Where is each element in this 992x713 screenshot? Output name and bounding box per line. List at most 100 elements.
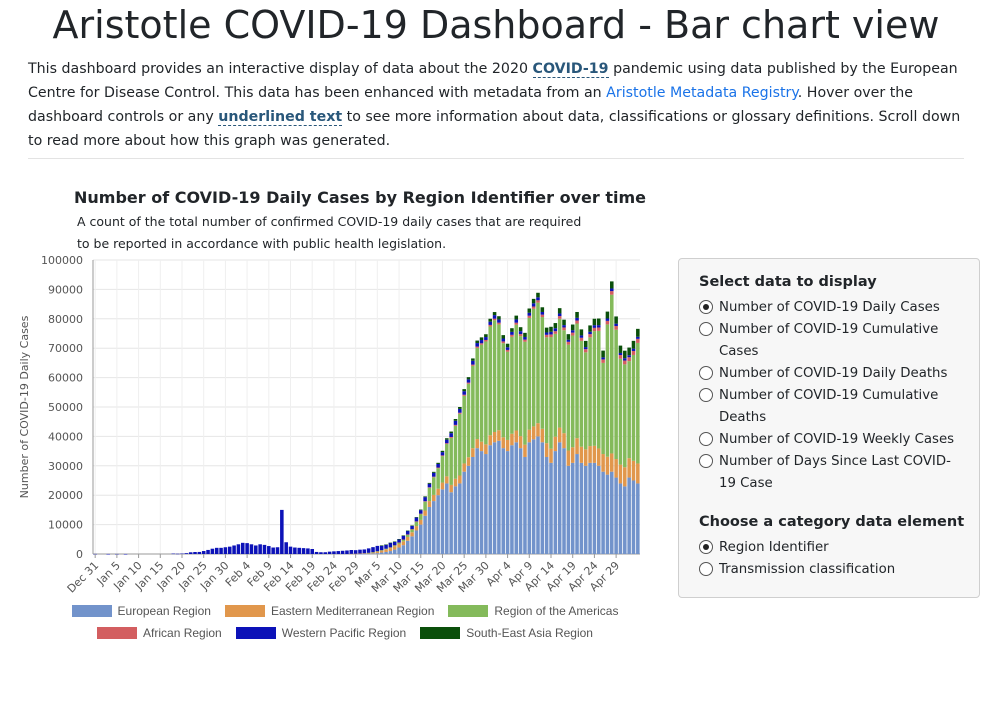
bar-segment-african-region[interactable] <box>557 316 562 319</box>
bar-segment-western-pacific-region[interactable] <box>362 549 367 554</box>
bar-segment-south-east-asia-region[interactable] <box>449 431 453 434</box>
bar-segment-region-of-the-americas[interactable] <box>592 331 597 446</box>
data-option[interactable]: Number of Days Since Last COVID-19 Case <box>699 451 965 495</box>
bar-segment-western-pacific-region[interactable] <box>210 548 215 554</box>
bar-segment-european-region[interactable] <box>514 442 519 554</box>
bar-segment-western-pacific-region[interactable] <box>440 452 445 456</box>
bar-segment-african-region[interactable] <box>518 334 523 337</box>
bar-segment-european-region[interactable] <box>610 471 614 554</box>
bar-segment-south-east-asia-region[interactable] <box>531 298 536 304</box>
bar-segment-south-east-asia-region[interactable] <box>596 318 601 326</box>
bar-segment-western-pacific-region[interactable] <box>579 335 584 338</box>
bar-segment-western-pacific-region[interactable] <box>275 547 280 554</box>
bar-segment-african-region[interactable] <box>484 339 488 342</box>
bar-segment-western-pacific-region[interactable] <box>423 497 427 502</box>
bar-segment-western-pacific-region[interactable] <box>271 547 275 554</box>
bar-segment-western-pacific-region[interactable] <box>553 328 558 332</box>
bar-segment-region-of-the-americas[interactable] <box>527 317 532 430</box>
bar-segment-south-east-asia-region[interactable] <box>501 335 506 339</box>
bar-segment-african-region[interactable] <box>501 341 506 344</box>
bar-segment-region-of-the-americas[interactable] <box>618 358 623 465</box>
bar-segment-western-pacific-region[interactable] <box>267 546 271 554</box>
bar-segment-region-of-the-americas[interactable] <box>531 308 536 427</box>
bar-segment-european-region[interactable] <box>358 553 362 555</box>
bar-segment-western-pacific-region[interactable] <box>288 546 293 554</box>
bar-segment-western-pacific-region[interactable] <box>575 317 579 321</box>
bar-segment-eastern-mediterranean-region[interactable] <box>631 460 636 481</box>
bar-segment-western-pacific-region[interactable] <box>375 545 380 552</box>
bar-segment-region-of-the-americas[interactable] <box>605 324 610 457</box>
bar-segment-european-region[interactable] <box>436 495 440 554</box>
bar-chart[interactable]: 0 10000 20000 30000 40000 50000 60000 70000 8000… <box>0 250 660 602</box>
radio-button[interactable] <box>699 322 713 336</box>
bar-segment-region-of-the-americas[interactable] <box>501 343 506 438</box>
bar-segment-eastern-mediterranean-region[interactable] <box>575 438 579 455</box>
bar-segment-eastern-mediterranean-region[interactable] <box>579 446 584 463</box>
bar-segment-region-of-the-americas[interactable] <box>631 354 636 461</box>
bar-segment-european-region[interactable] <box>492 442 497 554</box>
bar-segment-region-of-the-americas[interactable] <box>479 344 484 442</box>
bar-segment-western-pacific-region[interactable] <box>193 552 197 554</box>
bar-segment-western-pacific-region[interactable] <box>223 547 228 554</box>
legend-item[interactable]: Western Pacific Region <box>235 626 406 640</box>
bar-segment-eastern-mediterranean-region[interactable] <box>514 430 519 443</box>
bar-segment-south-east-asia-region[interactable] <box>401 535 406 536</box>
bar-segment-eastern-mediterranean-region[interactable] <box>501 437 506 449</box>
bar-segment-western-pacific-region[interactable] <box>384 544 388 549</box>
bar-segment-region-of-the-americas[interactable] <box>566 344 571 451</box>
legend-item[interactable]: Eastern Mediterranean Region <box>224 604 434 618</box>
bar-segment-south-east-asia-region[interactable] <box>592 318 597 326</box>
bar-segment-south-east-asia-region[interactable] <box>436 462 440 464</box>
bar-segment-african-region[interactable] <box>610 291 614 295</box>
bar-segment-western-pacific-region[interactable] <box>544 332 549 335</box>
bar-segment-western-pacific-region[interactable] <box>419 510 423 514</box>
bar-segment-eastern-mediterranean-region[interactable] <box>596 448 601 466</box>
bar-segment-western-pacific-region[interactable] <box>353 550 358 554</box>
bar-segment-eastern-mediterranean-region[interactable] <box>401 541 406 546</box>
bar-segment-region-of-the-americas[interactable] <box>366 552 371 554</box>
bar-segment-eastern-mediterranean-region[interactable] <box>440 482 445 490</box>
bar-segment-south-east-asia-region[interactable] <box>510 328 514 332</box>
bar-segment-western-pacific-region[interactable] <box>601 357 605 360</box>
bar-segment-south-east-asia-region[interactable] <box>392 541 397 542</box>
bar-segment-south-east-asia-region[interactable] <box>610 281 614 289</box>
data-option[interactable]: Number of COVID-19 Cumulative Deaths <box>699 385 965 429</box>
bar-segment-western-pacific-region[interactable] <box>531 303 536 307</box>
bar-segment-african-region[interactable] <box>479 343 484 345</box>
bar-segment-eastern-mediterranean-region[interactable] <box>458 475 462 484</box>
bar-segment-european-region[interactable] <box>379 552 384 554</box>
bar-segment-western-pacific-region[interactable] <box>314 551 319 554</box>
bar-segment-south-east-asia-region[interactable] <box>488 318 492 322</box>
bar-segment-region-of-the-americas[interactable] <box>453 425 458 479</box>
bar-segment-south-east-asia-region[interactable] <box>475 340 479 344</box>
bar-segment-region-of-the-americas[interactable] <box>401 539 406 542</box>
bar-segment-western-pacific-region[interactable] <box>258 544 262 554</box>
bar-segment-eastern-mediterranean-region[interactable] <box>544 443 549 457</box>
bar-segment-eastern-mediterranean-region[interactable] <box>536 423 540 437</box>
bar-segment-european-region[interactable] <box>531 439 536 554</box>
category-option[interactable]: Transmission classification <box>699 559 965 581</box>
bar-segment-western-pacific-region[interactable] <box>197 551 202 554</box>
bar-segment-western-pacific-region[interactable] <box>540 311 545 315</box>
bar-segment-eastern-mediterranean-region[interactable] <box>588 446 592 463</box>
bar-segment-european-region[interactable] <box>488 445 492 554</box>
bar-segment-european-region[interactable] <box>401 545 406 554</box>
bar-segment-western-pacific-region[interactable] <box>201 551 206 554</box>
bar-segment-western-pacific-region[interactable] <box>623 358 627 361</box>
bar-segment-south-east-asia-region[interactable] <box>583 340 588 348</box>
bar-segment-african-region[interactable] <box>397 542 401 543</box>
bar-segment-european-region[interactable] <box>449 492 453 554</box>
bar-segment-south-east-asia-region[interactable] <box>492 312 497 316</box>
bar-segment-african-region[interactable] <box>544 334 549 338</box>
bar-segment-eastern-mediterranean-region[interactable] <box>488 435 492 446</box>
category-option[interactable]: Region Identifier <box>699 537 965 559</box>
bar-segment-western-pacific-region[interactable] <box>184 553 189 554</box>
bar-segment-region-of-the-americas[interactable] <box>397 542 401 544</box>
bar-segment-western-pacific-region[interactable] <box>414 517 419 522</box>
bar-segment-south-east-asia-region[interactable] <box>397 539 401 540</box>
bar-segment-african-region[interactable] <box>427 487 432 488</box>
bar-segment-region-of-the-americas[interactable] <box>601 362 605 455</box>
bar-segment-region-of-the-americas[interactable] <box>623 364 627 468</box>
bar-segment-african-region[interactable] <box>566 341 571 345</box>
bar-segment-eastern-mediterranean-region[interactable] <box>362 553 367 554</box>
